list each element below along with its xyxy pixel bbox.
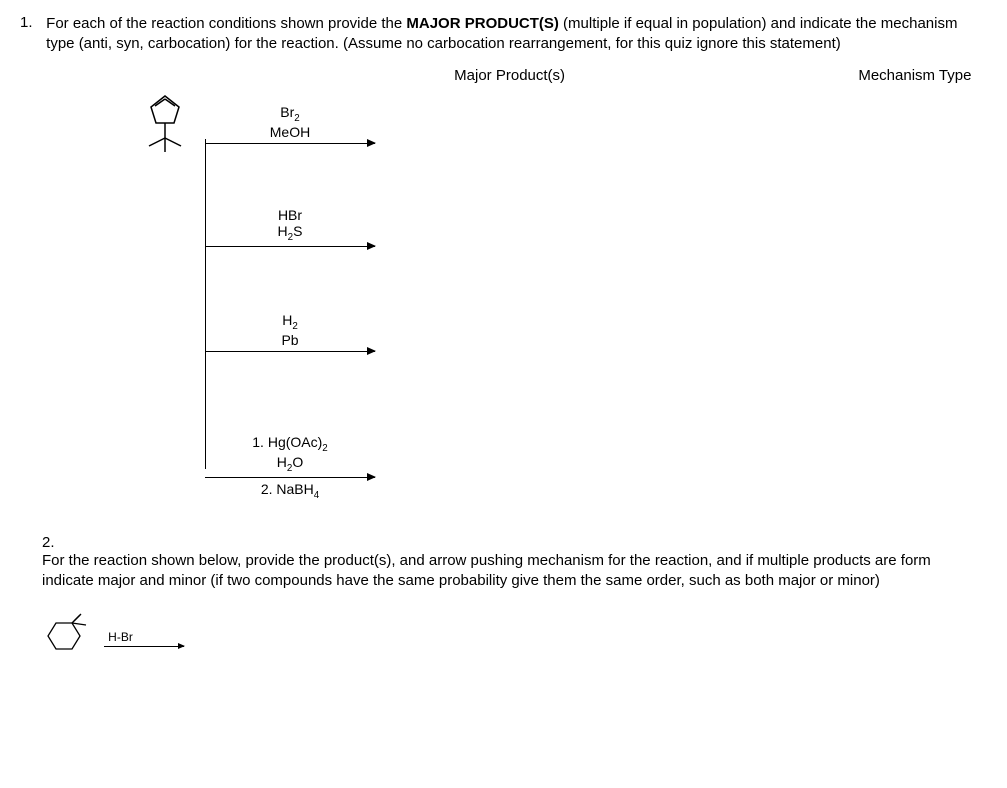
vertical-connector xyxy=(205,139,206,469)
reagent-4-above: 1. Hg(OAc)2 H2O xyxy=(205,434,375,474)
q2-arrow-block: H-Br xyxy=(104,630,184,647)
reagent-4-below: 2. NaBH4 xyxy=(205,481,375,501)
q1-number: 1. xyxy=(20,14,42,31)
question-2: 2. For the reaction shown below, provide… xyxy=(20,534,987,664)
reagent-1: Br2 MeOH xyxy=(205,104,375,140)
arrow-1 xyxy=(205,143,375,144)
reagent3-line2: Pb xyxy=(281,332,298,348)
q1-text: For each of the reaction conditions show… xyxy=(46,14,986,55)
reagent1-line2: MeOH xyxy=(270,124,310,140)
reagent-3: H2 Pb xyxy=(205,312,375,348)
reactant-structure xyxy=(135,94,195,158)
arrow-4 xyxy=(205,477,375,478)
column-headers: Major Product(s) Mechanism Type xyxy=(120,67,987,84)
question-1: 1. For each of the reaction conditions s… xyxy=(20,14,987,504)
q2-text: For the reaction shown below, provide th… xyxy=(42,551,962,592)
header-mechanism: Mechanism Type xyxy=(858,67,971,84)
q2-reagent: H-Br xyxy=(104,630,184,644)
q1-text-bold: MAJOR PRODUCT(S) xyxy=(406,15,559,32)
reagent1-line1: Br2 xyxy=(280,104,299,120)
reaction-scheme: Br2 MeOH HBr H2S H2 Pb 1. Hg(OAc)2 xyxy=(120,84,987,504)
q2-reactant-structure xyxy=(40,613,90,663)
reagent4-below-text: 2. NaBH4 xyxy=(261,481,319,497)
q2-number: 2. xyxy=(42,534,64,551)
reagent-2: HBr H2S xyxy=(205,207,375,243)
reagent4-line2: H2O xyxy=(277,454,303,470)
reaction-row-1: Br2 MeOH xyxy=(205,104,375,144)
arrow-2 xyxy=(205,246,375,247)
q2-reaction: H-Br xyxy=(20,613,987,663)
reagent2-line1: HBr xyxy=(278,207,302,223)
header-products: Major Product(s) xyxy=(454,67,854,84)
arrow-3 xyxy=(205,351,375,352)
q1-text-part1: For each of the reaction conditions show… xyxy=(46,15,406,32)
reaction-row-2: HBr H2S xyxy=(205,207,375,247)
reaction-row-3: H2 Pb xyxy=(205,312,375,352)
reaction-row-4: 1. Hg(OAc)2 H2O 2. NaBH4 xyxy=(205,434,375,501)
q2-arrow xyxy=(104,646,184,647)
reagent2-line2: H2S xyxy=(278,223,303,239)
reagent4-line1: 1. Hg(OAc)2 xyxy=(252,434,327,450)
reagent3-line1: H2 xyxy=(282,312,298,328)
